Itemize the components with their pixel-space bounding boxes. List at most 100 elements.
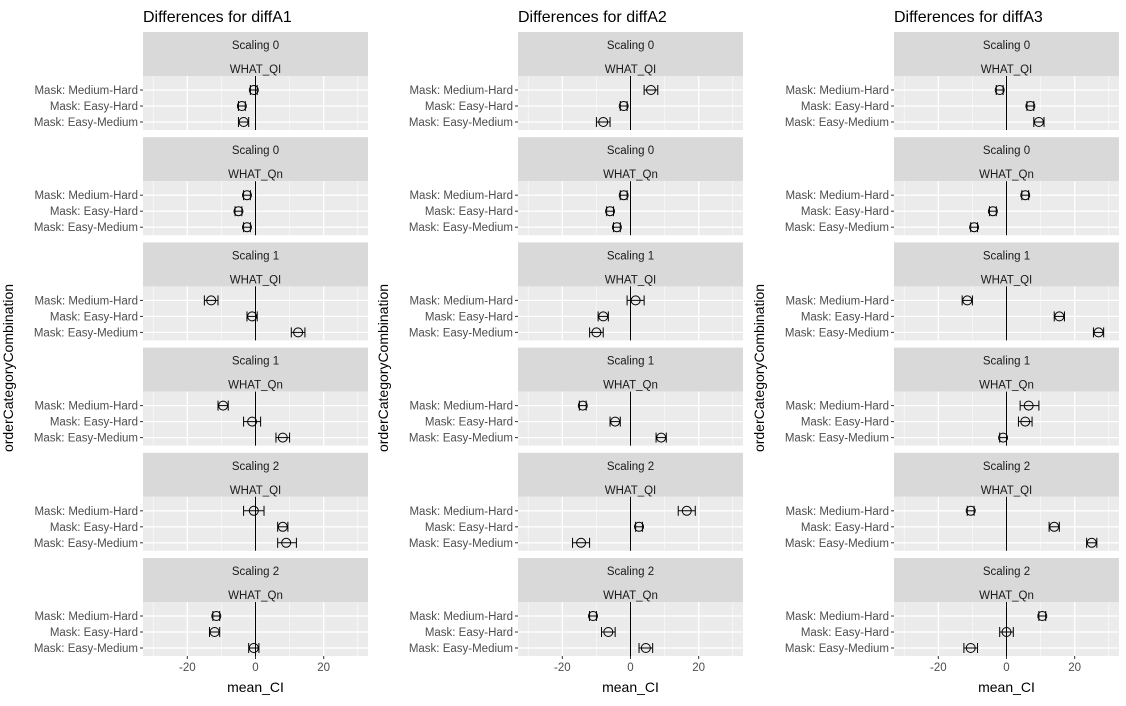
category-tick-label: Mask: Medium-Hard (34, 611, 138, 623)
mean-point (994, 85, 1005, 95)
mean-point (618, 190, 629, 201)
category-tick-label: Mask: Easy-Medium (409, 327, 513, 339)
facet-strip (894, 558, 1119, 602)
category-tick-label: Mask: Easy-Medium (785, 117, 889, 129)
category-tick-label: Mask: Medium-Hard (34, 401, 138, 413)
x-tick-label: -20 (930, 662, 947, 674)
category-tick-label: Mask: Easy-Medium (409, 433, 513, 445)
x-axis-title: mean_CI (978, 679, 1035, 695)
mean-point (247, 311, 258, 322)
mean-point (211, 611, 222, 621)
mean-point (1049, 521, 1060, 532)
mean-point (248, 643, 259, 653)
category-tick-label: Mask: Easy-Medium (34, 117, 138, 129)
facet-strip (894, 242, 1119, 287)
facet-strip (143, 558, 368, 602)
mean-point (238, 117, 249, 127)
facet-strip-label: WHAT_Qn (228, 380, 283, 392)
facet-strip-label: WHAT_Qn (228, 169, 283, 181)
facet-strip-label: WHAT_Qn (603, 169, 658, 181)
mean-point (640, 643, 651, 653)
category-tick-label: Mask: Easy-Medium (785, 433, 889, 445)
mean-point (598, 117, 609, 127)
category-tick-label: Mask: Easy-Hard (50, 101, 138, 113)
mean-point (681, 505, 692, 516)
category-tick-label: Mask: Easy-Medium (785, 643, 889, 655)
facet-strip-label: Scaling 0 (607, 40, 654, 52)
x-tick-label: 0 (252, 662, 258, 674)
facet-strip (518, 137, 743, 182)
facet-strip-label: Scaling 0 (232, 40, 279, 52)
facet-strip-label: Scaling 1 (983, 250, 1030, 262)
mean-point (618, 101, 629, 111)
mean-point (611, 222, 622, 233)
facet-strip-label: WHAT_QI (981, 64, 1033, 76)
facet-strip-label: WHAT_QI (605, 274, 657, 286)
category-tick-label: Mask: Medium-Hard (34, 295, 138, 307)
category-tick-label: Mask: Easy-Medium (409, 117, 513, 129)
mean-point (236, 101, 247, 111)
facet-strip-label: WHAT_Qn (228, 590, 283, 602)
category-tick-label: Mask: Easy-Hard (801, 206, 889, 218)
category-tick-label: Mask: Medium-Hard (34, 506, 138, 518)
mean-point (998, 432, 1009, 443)
facet-strip (518, 242, 743, 287)
mean-point (605, 206, 616, 217)
mean-point (277, 521, 288, 532)
facet-strip-label: Scaling 0 (607, 145, 654, 157)
facet-strip-label: Scaling 1 (983, 356, 1030, 368)
facet-strip-label: WHAT_Qn (979, 169, 1034, 181)
y-axis-title: orderCategoryCombination (751, 284, 767, 452)
category-tick-label: Mask: Easy-Hard (425, 522, 513, 534)
facet-strip-label: Scaling 0 (983, 145, 1030, 157)
category-tick-label: Mask: Medium-Hard (409, 506, 513, 518)
mean-point (1020, 416, 1031, 427)
mean-point (248, 505, 259, 516)
mean-point (1033, 117, 1044, 127)
category-tick-label: Mask: Medium-Hard (409, 401, 513, 413)
facet-strip-label: WHAT_QI (230, 64, 282, 76)
x-tick-label: 0 (627, 662, 633, 674)
facet-strip-label: WHAT_QI (981, 485, 1033, 497)
facet-strip-label: WHAT_QI (230, 485, 282, 497)
category-tick-label: Mask: Easy-Medium (409, 538, 513, 550)
facet-strip-label: Scaling 2 (607, 461, 654, 473)
category-tick-label: Mask: Easy-Hard (50, 206, 138, 218)
mean-point (965, 505, 976, 516)
category-tick-label: Mask: Easy-Medium (34, 643, 138, 655)
mean-point (248, 85, 259, 95)
facet-strip (518, 558, 743, 602)
category-tick-label: Mask: Medium-Hard (785, 85, 889, 97)
category-tick-label: Mask: Easy-Medium (785, 222, 889, 234)
category-tick-label: Mask: Medium-Hard (785, 506, 889, 518)
mean-point (1025, 101, 1036, 111)
category-tick-label: Mask: Medium-Hard (409, 611, 513, 623)
mean-point (965, 643, 976, 653)
category-tick-label: Mask: Medium-Hard (34, 190, 138, 202)
facet-strip (143, 242, 368, 287)
facet-strip-label: Scaling 2 (232, 461, 279, 473)
mean-point (1086, 537, 1097, 548)
facet-strip-label: Scaling 2 (607, 566, 654, 578)
mean-point (656, 432, 667, 443)
facet-strip-label: WHAT_QI (230, 274, 282, 286)
mean-point (241, 222, 252, 233)
chart-title: Differences for diffA1 (143, 9, 292, 26)
facet-strip (894, 347, 1119, 392)
facet-strip (518, 32, 743, 76)
x-tick-label: 20 (1068, 662, 1081, 674)
mean-point (1001, 627, 1012, 637)
facet-strip (143, 32, 368, 76)
mean-point (1020, 190, 1031, 201)
category-tick-label: Mask: Easy-Hard (801, 311, 889, 323)
facet-strip-label: Scaling 0 (232, 145, 279, 157)
category-tick-label: Mask: Medium-Hard (785, 611, 889, 623)
category-tick-label: Mask: Easy-Hard (50, 311, 138, 323)
facet-strip (518, 347, 743, 392)
mean-point (588, 611, 598, 621)
facet-strip-label: Scaling 1 (607, 356, 654, 368)
facet-strip-label: WHAT_QI (605, 485, 657, 497)
facet-strip-label: Scaling 1 (607, 250, 654, 262)
